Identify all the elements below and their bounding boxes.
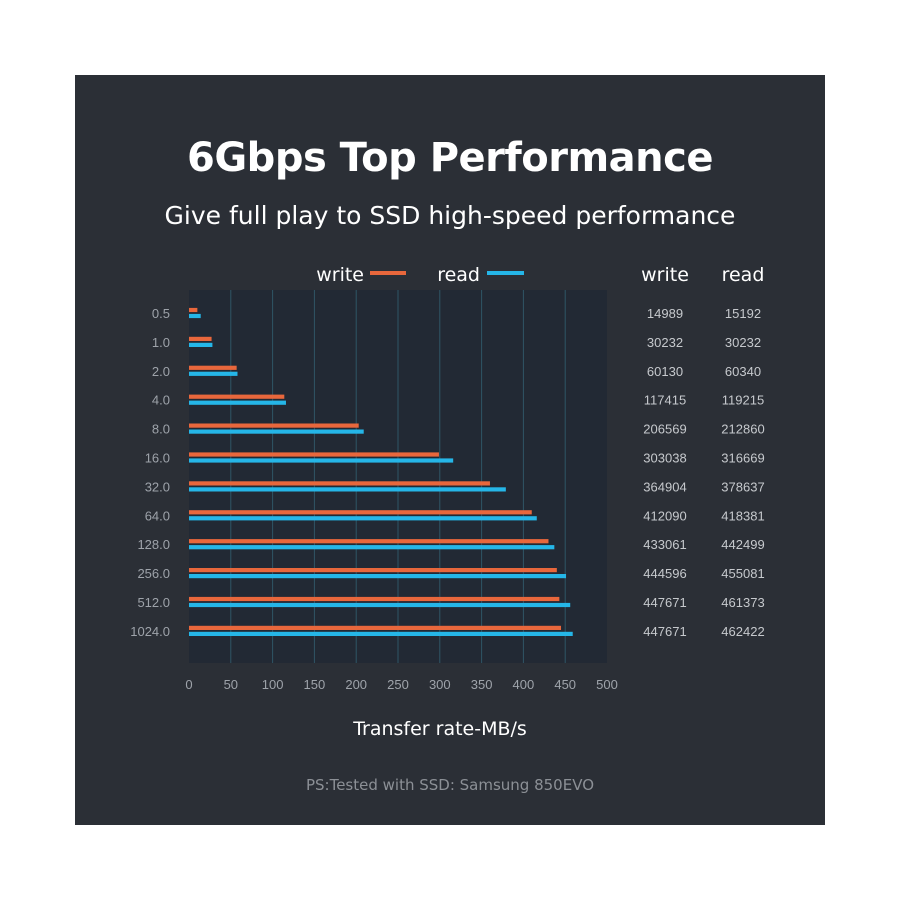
table-header-write: write [641,264,689,286]
table-value-read: 378637 [721,479,764,494]
legend-read-label: read [437,264,480,286]
x-tick-label: 50 [224,677,238,692]
y-tick-label: 4.0 [152,393,170,408]
table-header-read: read [722,264,765,286]
read-bar [189,487,506,492]
write-bar [189,394,285,399]
table-value-write: 60130 [647,364,683,379]
x-tick-label: 450 [554,677,576,692]
read-bar [189,458,454,463]
y-tick-label: 8.0 [152,422,170,437]
table-value-read: 455081 [721,566,764,581]
read-bar [189,574,567,579]
table-value-read: 212860 [721,422,764,437]
table-value-read: 461373 [721,595,764,610]
y-tick-label: 1024.0 [130,624,170,639]
write-bar [189,365,237,370]
table-value-write: 117415 [644,393,686,408]
write-bar [189,452,439,457]
bars [189,307,573,636]
x-tick-label: 150 [304,677,326,692]
table-value-write: 447671 [643,624,686,639]
x-tick-label: 500 [596,677,618,692]
table-value-write: 206569 [643,422,686,437]
read-bar [189,545,555,550]
table-value-write: 30232 [647,335,683,350]
legend-write-label: write [316,264,364,286]
table-value-write: 444596 [643,566,686,581]
table-value-write: 303038 [643,451,686,466]
table-value-read: 316669 [721,451,764,466]
write-bar [189,336,212,341]
legend: write read [316,264,524,286]
x-tick-label: 250 [387,677,409,692]
table-value-write: 433061 [643,537,686,552]
x-tick-labels: 0 50 100 150 200 250 300 350 400 450 500 [185,677,617,692]
x-tick-label: 200 [345,677,367,692]
table-value-read: 15192 [725,306,761,321]
y-tick-label: 0.5 [152,306,170,321]
x-tick-label: 300 [429,677,451,692]
test-footnote: PS:Tested with SSD: Samsung 850EVO [305,776,595,794]
table-value-read: 418381 [721,508,764,523]
write-bar [189,307,198,313]
x-axis-label: Transfer rate-MB/s [352,718,527,740]
table-value-write: 364904 [643,479,686,494]
write-bar [189,625,562,630]
read-bar [189,342,213,347]
x-tick-label: 100 [262,677,284,692]
table-value-read: 119215 [722,393,764,408]
table-value-read: 462422 [721,624,764,639]
read-bar [189,631,573,636]
write-bar [189,539,549,544]
read-bar [189,313,201,319]
legend-read-swatch [487,271,524,275]
table-value-write: 412090 [643,508,686,523]
write-bar [189,596,560,602]
y-tick-label: 256.0 [137,566,170,581]
y-tick-label: 2.0 [152,364,170,379]
write-bar [189,481,490,486]
table-value-read: 442499 [721,537,764,552]
table-value-write: 14989 [647,306,683,321]
x-tick-label: 0 [185,677,192,692]
page-subtitle: Give full play to SSD high-speed perform… [164,201,736,230]
y-tick-label: 128.0 [137,537,170,552]
y-tick-label: 16.0 [145,451,170,466]
x-tick-label: 400 [513,677,535,692]
table-value-read: 60340 [725,364,761,379]
table-value-write: 447671 [643,595,686,610]
write-bar [189,510,532,515]
y-tick-label: 32.0 [145,479,170,494]
read-bar [189,400,286,405]
table-value-read: 30232 [725,335,761,350]
write-bar [189,568,557,573]
write-bar [189,423,359,428]
read-bar [189,602,571,608]
y-tick-label: 64.0 [145,508,170,523]
legend-write-swatch [370,271,406,275]
read-bar [189,429,364,434]
y-tick-labels: 0.5 1.0 2.0 4.0 8.0 16.0 32.0 64.0 128.0 256.0 512… [130,306,170,639]
read-bar [189,516,537,521]
read-bar [189,371,238,376]
y-tick-label: 512.0 [137,595,170,610]
page-title: 6Gbps Top Performance [187,135,713,181]
y-tick-label: 1.0 [152,335,170,350]
x-tick-label: 350 [471,677,493,692]
value-table: write read 14989 15192 30232 30232 60130 6034… [641,264,765,639]
